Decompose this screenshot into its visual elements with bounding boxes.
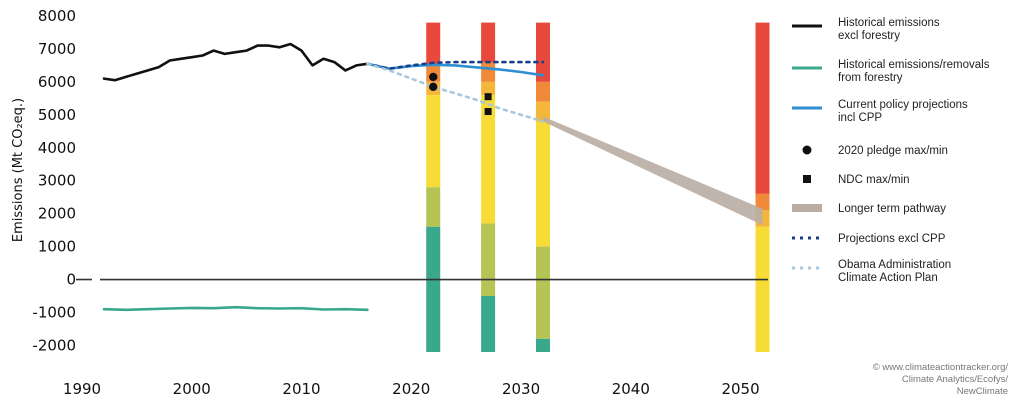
series-line-4 — [366, 62, 545, 123]
rating-bar-2022-band-0 — [426, 22, 441, 66]
y-tick-label: 0 — [66, 271, 76, 289]
legend-item-3: 2020 pledge max/min — [802, 145, 948, 157]
rating-bar-2052-band-3 — [755, 226, 770, 352]
rating-bar-2032-band-1 — [535, 81, 550, 102]
y-tick-label: 2000 — [38, 205, 76, 223]
rating-bar-2022-band-4 — [426, 187, 441, 227]
legend-item-6: Projections excl CPP — [792, 233, 946, 245]
y-tick-label: 8000 — [38, 7, 76, 25]
legend-band-swatch — [792, 204, 822, 212]
pledge-2020-point-0 — [429, 72, 438, 82]
rating-bar-2032-band-2 — [535, 101, 550, 122]
credit-line: © www.climateactiontracker.org/ — [873, 362, 1009, 373]
x-tick-label: 2010 — [282, 380, 320, 398]
x-axis: 1990 2000 2010 2020 2030 2040 2050 — [63, 380, 760, 398]
legend-label: from forestry — [838, 72, 903, 84]
series-line-3 — [366, 60, 545, 70]
y-tick-label: 6000 — [38, 73, 76, 91]
pledge-markers — [429, 72, 492, 116]
credit-line: NewClimate — [957, 386, 1008, 397]
rating-bar-2052-band-0 — [755, 22, 770, 194]
x-tick-label: 2040 — [612, 380, 650, 398]
legend-item-5: Longer term pathway — [792, 203, 946, 215]
source-credit: © www.climateactiontracker.org/Climate A… — [873, 362, 1009, 397]
legend-label: 2020 pledge max/min — [838, 145, 948, 157]
x-tick-label: 2050 — [721, 380, 759, 398]
legend-label: Current policy projections — [838, 99, 968, 111]
rating-bars — [426, 22, 770, 352]
rating-bar-2027-band-2 — [481, 81, 496, 96]
series-line-2 — [366, 62, 545, 77]
rating-bar-2032-band-0 — [535, 22, 550, 82]
legend-label: Climate Action Plan — [838, 272, 938, 284]
rating-bar-2027-band-5 — [481, 296, 496, 352]
rating-bar-2027-band-4 — [481, 223, 496, 296]
series-lines — [102, 42, 545, 312]
rating-bar-2032-band-4 — [535, 246, 550, 339]
rating-bar-2027-band-0 — [481, 22, 496, 63]
legend-label: Longer term pathway — [838, 203, 946, 215]
y-axis-label: Emissions (Mt CO₂eq.) — [11, 98, 26, 242]
rating-bar-2022-band-3 — [426, 95, 441, 188]
y-tick-label: -2000 — [32, 336, 76, 354]
y-tick-label: 1000 — [38, 238, 76, 256]
legend-label: NDC max/min — [838, 174, 910, 186]
x-tick-label: 2000 — [173, 380, 211, 398]
rating-bar-2032-band-5 — [535, 338, 550, 352]
rating-bar-2052-band-1 — [755, 193, 770, 211]
rating-bar-2027-band-1 — [481, 62, 496, 82]
series-line-0 — [102, 42, 369, 82]
y-tick-label: 7000 — [38, 40, 76, 58]
x-tick-label: 2030 — [502, 380, 540, 398]
legend-label: Historical emissions/removals — [838, 59, 990, 71]
rating-bar-2027-band-3 — [481, 95, 496, 224]
legend-item-4: NDC max/min — [803, 174, 910, 186]
y-tick-label: 4000 — [38, 139, 76, 157]
longer-term-pathway — [542, 116, 763, 226]
y-tick-label: 3000 — [38, 172, 76, 190]
x-tick-label: 1990 — [63, 380, 101, 398]
legend-label: excl forestry — [838, 30, 900, 42]
ndc-point-0 — [484, 93, 492, 101]
ndc-point-1 — [484, 108, 492, 116]
legend-circle-swatch — [802, 145, 812, 155]
y-tick-label: 5000 — [38, 106, 76, 124]
x-tick-label: 2020 — [392, 380, 430, 398]
legend-label: Obama Administration — [838, 259, 951, 271]
pledge-2020-point-1 — [429, 82, 438, 92]
legend-square-swatch — [803, 175, 811, 183]
legend-label: Projections excl CPP — [838, 233, 946, 245]
legend-label: Historical emissions — [838, 17, 940, 29]
longer-term-pathway-band — [542, 116, 763, 226]
credit-line: Climate Analytics/Ecofys/ — [902, 374, 1008, 385]
rating-bar-2022-band-5 — [426, 226, 441, 352]
y-axis: 8000 7000 6000 5000 4000 3000 2000 1000 0 -1000 -2… — [32, 7, 92, 354]
legend-label: incl CPP — [838, 112, 882, 124]
series-line-1 — [102, 305, 369, 312]
y-tick-label: -1000 — [32, 303, 76, 321]
rating-bar-2032-band-3 — [535, 121, 550, 247]
